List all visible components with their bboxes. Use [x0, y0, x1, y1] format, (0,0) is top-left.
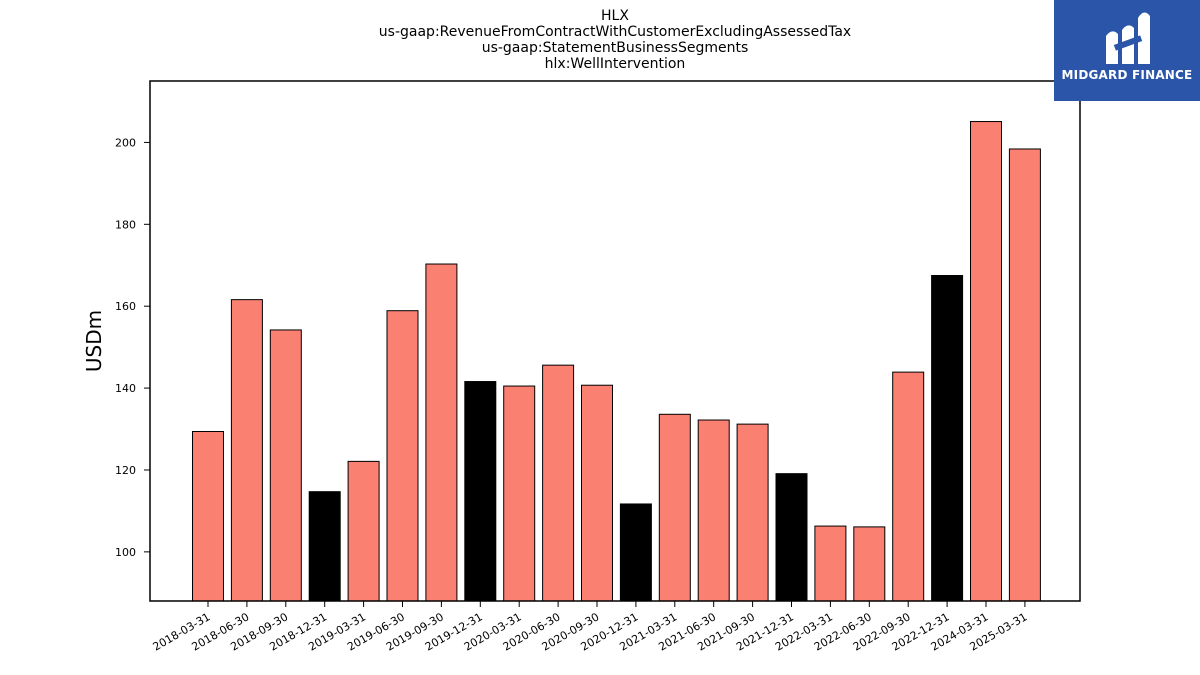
bar-2019-03-31 — [347, 460, 380, 602]
bar-2020-03-31 — [503, 385, 536, 602]
bar-2018-09-30 — [269, 329, 302, 602]
chart-title-line-2: us-gaap:RevenueFromContractWithCustomerE… — [379, 24, 851, 40]
bar-2022-06-30 — [853, 526, 886, 602]
bar-2024-03-31 — [970, 121, 1002, 602]
y-tick-label: 200 — [115, 136, 136, 149]
bar-2021-12-31 — [775, 473, 808, 602]
bar-2020-12-31 — [619, 503, 652, 602]
bar-2021-03-31 — [658, 413, 691, 602]
bar-2018-12-31 — [308, 491, 341, 602]
bar-2025-03-31 — [1008, 148, 1041, 602]
y-axis-ticks: 100 120 140 160 180 200 — [115, 136, 150, 559]
bar-2020-06-30 — [542, 364, 575, 602]
bar-2019-09-30 — [425, 263, 458, 602]
y-tick-label: 120 — [115, 464, 136, 477]
y-tick-label: 140 — [115, 382, 136, 395]
bar-2021-06-30 — [697, 419, 730, 602]
chart-title-line-4: hlx:WellIntervention — [545, 56, 686, 72]
midgard-finance-logo: MIDGARD FINANCE — [1054, 0, 1200, 101]
bar-2022-03-31 — [814, 525, 847, 602]
bar-2021-09-30 — [736, 423, 769, 602]
logo-mark-icon — [1106, 12, 1150, 65]
plot-frame — [149, 80, 1081, 602]
chart-title-line-1: HLX — [601, 8, 629, 24]
bar-2019-12-31 — [464, 381, 497, 602]
y-tick-label: 100 — [115, 546, 136, 559]
y-tick-label: 180 — [115, 218, 136, 231]
bar-2019-06-30 — [386, 310, 419, 602]
bar-2018-03-31 — [192, 430, 224, 602]
x-axis-ticks: 2018-03-312018-06-302018-09-302018-12-31… — [151, 601, 1029, 654]
y-axis-label: USDm — [82, 310, 106, 372]
bar-2022-12-31 — [931, 274, 964, 602]
y-tick-label: 160 — [115, 300, 136, 313]
bar-series — [192, 121, 1041, 602]
bar-2022-09-30 — [892, 371, 925, 602]
bar-2018-06-30 — [230, 299, 263, 602]
chart-title-line-3: us-gaap:StatementBusinessSegments — [482, 40, 749, 56]
bar-2020-09-30 — [581, 384, 613, 602]
chart-title: HLX us-gaap:RevenueFromContractWithCusto… — [379, 8, 851, 72]
logo-brand-name: MIDGARD FINANCE — [1061, 68, 1193, 82]
